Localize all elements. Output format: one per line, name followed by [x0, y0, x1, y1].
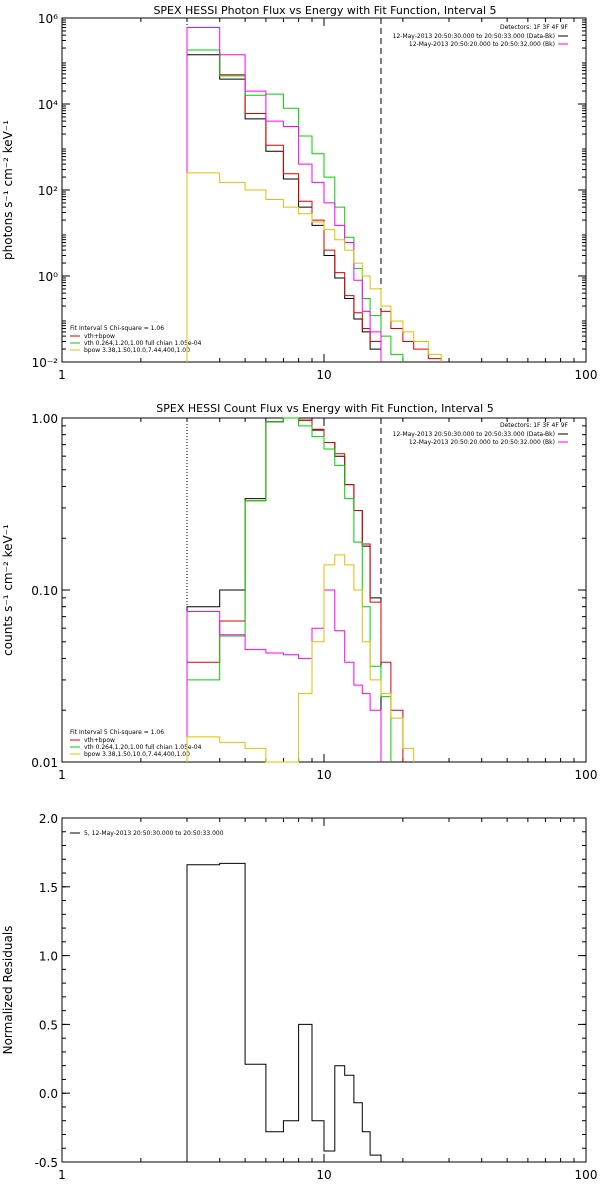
panel1-ytick-label: 10²: [38, 184, 58, 198]
panel1-series-1: [186, 49, 442, 362]
panel1-ytick-label: 10⁰: [38, 270, 58, 284]
panel3-series-0: [186, 862, 382, 1162]
panel3-ytick-label: 2.0: [39, 812, 58, 826]
panel1-xtick-label: 1: [58, 368, 66, 382]
panel2-xtick-label: 100: [575, 768, 598, 782]
panel2-ytick-label: 1.00: [31, 412, 58, 426]
panel3-ytick-label: 1.5: [39, 881, 58, 895]
panel2-title: SPEX HESSI Count Flux vs Energy with Fit…: [156, 402, 493, 415]
panel3-ylabel: Normalized Residuals: [1, 926, 15, 1055]
panel1-detectors: Detectors: 1F 3F 4F 9F: [500, 24, 569, 31]
panel1-ylabel: photons s⁻¹ cm⁻² keV⁻¹: [1, 120, 15, 260]
panel2-ytick-label: 0.10: [31, 584, 58, 598]
panel2-series-4: [186, 554, 415, 763]
panel1-xtick-label: 10: [316, 368, 331, 382]
panel2-plot: 1 10 100 0.01 0.10 1.00: [31, 412, 597, 782]
panel2-series-2: [186, 417, 392, 762]
panel2-detectors: Detectors: 1F 3F 4F 9F: [500, 422, 569, 429]
panel3-ytick-label: -0.5: [35, 1156, 58, 1170]
panel3-ytick-label: 0.0: [39, 1087, 58, 1101]
panel3-xtick-label: 10: [316, 1168, 331, 1182]
panel2-legend-right-0: 12-May-2013 20:50:30.000 to 20:50:33.000…: [393, 431, 555, 438]
panel1-ytick-label: 10⁴: [38, 98, 58, 112]
panel3-ytick-label: 0.5: [39, 1018, 58, 1032]
panel1-series-3: [186, 27, 382, 362]
panel1-legend-left-1: vth 0.264,1.20,1.00 full chian 1.05e-04: [84, 340, 202, 347]
panel1-legend-right-0: 12-May-2013 20:50:30.000 to 20:50:33.000…: [393, 33, 555, 40]
panel1-series-4: [186, 172, 442, 362]
panel1-legend-right-1: 12-May-2013 20:50:20.000 to 20:50:32.000…: [409, 41, 555, 48]
photon-flux-panel: SPEX HESSI Photon Flux vs Energy with Fi…: [1, 4, 569, 354]
panel3-legend-left-0: 5, 12-May-2013 20:50:30.000 to 20:50:33.…: [84, 830, 224, 837]
panel1-xtick-label: 100: [575, 368, 598, 382]
panel2-ytick-label: 0.01: [31, 756, 58, 770]
panel1-title: SPEX HESSI Photon Flux vs Energy with Fi…: [153, 4, 496, 17]
residuals-panel: Normalized Residuals 5, 12-May-2013 20:5…: [1, 830, 224, 1054]
panel1-ytick-label: 10⁻²: [32, 356, 59, 370]
panel1-plot: 1 10 100 10⁻² 10⁰ 10² 10⁴ 10⁶: [32, 12, 598, 382]
panel2-legend-left-0: vth+bpow: [84, 737, 115, 744]
panel1-fit-header: Fit Interval 5 Chi-square = 1.06: [70, 325, 164, 332]
panel3-xtick-label: 1: [58, 1168, 66, 1182]
panel2-xtick-label: 1: [58, 768, 66, 782]
panel2-legend-left-1: vth 0.264,1.20,1.00 full chian 1.05e-04: [84, 744, 202, 751]
panel3-frame: [61, 817, 587, 1163]
panel1-legend-left-0: vth+bpow: [84, 333, 115, 340]
panel3-xtick-label: 100: [575, 1168, 598, 1182]
panel2-ylabel: counts s⁻¹ cm⁻² keV⁻¹: [1, 524, 15, 656]
panel2-series-0: [186, 417, 382, 762]
panel2-xtick-label: 10: [316, 768, 331, 782]
panel3-ytick-label: 1.0: [39, 950, 58, 964]
panel2-legend-right-1: 12-May-2013 20:50:20.000 to 20:50:32.000…: [409, 439, 555, 446]
panel1-ytick-label: 10⁶: [38, 12, 58, 26]
panel3-plot: 1 10 100 -0.5 0.0 0.5 1.0 1.5 2.0: [35, 812, 598, 1182]
panel2-series-3: [186, 589, 382, 762]
count-flux-panel: SPEX HESSI Count Flux vs Energy with Fit…: [1, 402, 569, 758]
panel2-legend-left-2: bpow 3.38,1.50,10.0,7.44,400,1.00: [84, 751, 190, 758]
panel1-legend-left-2: bpow 3.38,1.50,10.0,7.44,400,1.00: [84, 347, 190, 354]
panel1-series-2: [186, 49, 404, 362]
panel1-series-0: [186, 54, 382, 362]
panel2-fit-header: Fit Interval 5 Chi-square = 1.06: [70, 729, 164, 736]
